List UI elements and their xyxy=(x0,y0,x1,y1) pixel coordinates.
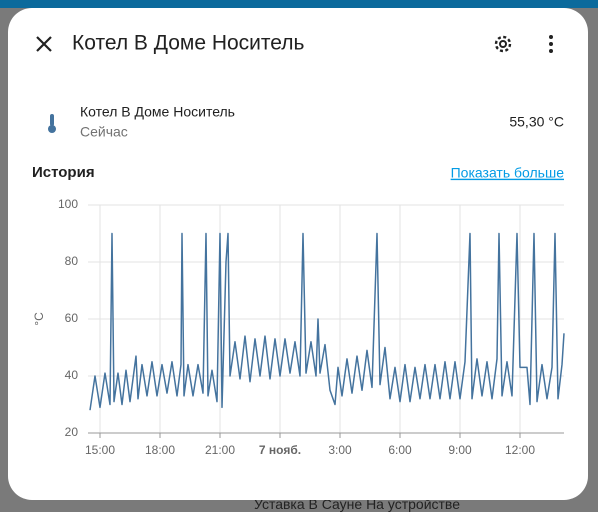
entity-name: Котел В Доме Носитель xyxy=(80,104,235,120)
y-axis-title: °C xyxy=(32,312,46,326)
x-tick-label: 21:00 xyxy=(205,443,235,457)
data-line xyxy=(89,232,565,411)
close-button[interactable] xyxy=(36,36,52,52)
x-tick-label: 12:00 xyxy=(505,443,535,457)
dialog: Котел В Доме Носитель Котел В Доме Носит… xyxy=(8,8,588,500)
x-tick-label: 6:00 xyxy=(388,443,412,457)
entity-time: Сейчас xyxy=(80,124,128,140)
y-tick-label: 100 xyxy=(58,197,78,211)
y-tick-label: 60 xyxy=(65,311,79,325)
entity-state: 55,30 °C xyxy=(509,114,564,130)
dialog-title: Котел В Доме Носитель xyxy=(72,32,305,55)
y-tick-label: 20 xyxy=(65,425,79,439)
x-tick-label: 18:00 xyxy=(145,443,175,457)
dialog-content: Котел В Доме Носитель Котел В Доме Носит… xyxy=(32,32,565,457)
settings-button[interactable] xyxy=(494,35,512,53)
show-more-link[interactable]: Показать больше xyxy=(451,165,565,181)
background-text: Уставка В Сауне На устройстве xyxy=(254,496,460,512)
x-tick-label: 15:00 xyxy=(85,443,115,457)
y-tick-label: 40 xyxy=(65,368,79,382)
history-title: История xyxy=(32,164,95,181)
x-tick-label: 3:00 xyxy=(328,443,352,457)
top-bar xyxy=(0,0,598,8)
menu-button[interactable] xyxy=(549,35,553,53)
x-tick-label: 7 нояб. xyxy=(259,443,301,457)
x-tick-label: 9:00 xyxy=(448,443,472,457)
thermometer-icon xyxy=(48,114,56,133)
y-tick-label: 80 xyxy=(65,254,79,268)
